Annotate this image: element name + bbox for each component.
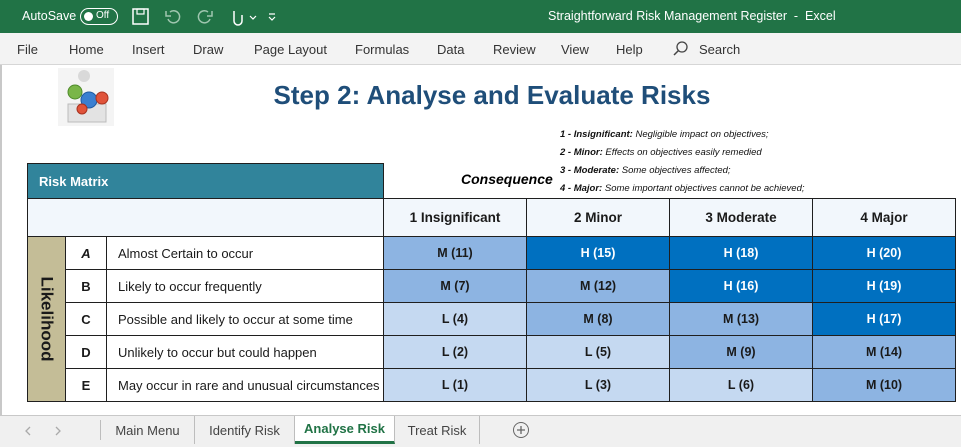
risk-rating-cell: M (7) bbox=[383, 269, 527, 303]
ribbon-menu: Search File Home Insert Draw Page Layout Form… bbox=[0, 33, 961, 65]
title-bar: AutoSave Off Straightforward Risk Manage… bbox=[0, 0, 961, 33]
row-letter: A bbox=[65, 236, 107, 270]
row-description: Almost Certain to occur bbox=[106, 236, 384, 270]
menu-item[interactable]: View bbox=[561, 42, 589, 57]
risk-rating-cell: M (12) bbox=[526, 269, 670, 303]
sheet-tab[interactable]: Main Menu bbox=[101, 416, 195, 444]
risk-rating-cell: H (15) bbox=[526, 236, 670, 270]
risk-rating-cell: L (5) bbox=[526, 335, 670, 369]
row-letter: B bbox=[65, 269, 107, 303]
legend-item: 2 - Minor: Effects on objectives easily … bbox=[560, 147, 805, 165]
menu-item[interactable]: Draw bbox=[193, 42, 224, 57]
legend-item: 3 - Moderate: Some objectives affected; bbox=[560, 165, 805, 183]
row-description: Likely to occur frequently bbox=[106, 269, 384, 303]
matrix-header: Risk Matrix bbox=[27, 163, 384, 199]
column-header: 2 Minor bbox=[526, 198, 670, 237]
sheet-tab[interactable]: Treat Risk bbox=[395, 416, 480, 444]
risk-rating-cell: L (4) bbox=[383, 302, 527, 336]
row-letter: E bbox=[65, 368, 107, 402]
sheet-tab[interactable]: Identify Risk bbox=[195, 416, 295, 444]
likelihood-cell: Likelihood bbox=[27, 236, 66, 402]
legend-term: 4 - Major: bbox=[560, 183, 603, 194]
row-letter: C bbox=[65, 302, 107, 336]
risk-rating-cell: H (17) bbox=[812, 302, 956, 336]
row-description: Possible and likely to occur at some tim… bbox=[106, 302, 384, 336]
tab-separator bbox=[100, 420, 101, 440]
legend-term: 1 - Insignificant: bbox=[560, 129, 633, 140]
risk-rating-cell: H (20) bbox=[812, 236, 956, 270]
legend-item: 4 - Major: Some important objectives can… bbox=[560, 183, 805, 201]
menu-item[interactable]: Home bbox=[69, 42, 104, 57]
search-icon bbox=[673, 41, 688, 56]
undo-icon[interactable] bbox=[165, 10, 181, 24]
dropdown-icons[interactable] bbox=[249, 13, 276, 21]
matrix-corner bbox=[27, 198, 384, 237]
logo bbox=[58, 68, 114, 126]
legend-item: 1 - Insignificant: Negligible impact on … bbox=[560, 129, 805, 147]
menu-item[interactable]: Page Layout bbox=[254, 42, 328, 57]
menu-item[interactable]: File bbox=[17, 42, 38, 57]
risk-rating-cell: M (10) bbox=[812, 368, 956, 402]
toggle-state: Off bbox=[96, 10, 110, 21]
risk-rating-cell: H (16) bbox=[669, 269, 813, 303]
legend: 1 - Insignificant: Negligible impact on … bbox=[560, 129, 805, 201]
window-title: Straightforward Risk Management Register… bbox=[548, 9, 836, 23]
sheet-tab[interactable]: Analyse Risk bbox=[295, 416, 395, 444]
risk-rating-cell: M (11) bbox=[383, 236, 527, 270]
touch-icon[interactable] bbox=[233, 11, 243, 26]
column-header: 1 Insignificant bbox=[383, 198, 527, 237]
legend-term: 3 - Moderate: bbox=[560, 165, 620, 176]
row-letter: D bbox=[65, 335, 107, 369]
menu-item[interactable]: Insert bbox=[132, 42, 165, 57]
risk-rating-cell: H (19) bbox=[812, 269, 956, 303]
legend-desc: Negligible impact on objectives; bbox=[635, 129, 769, 140]
new-sheet-button[interactable] bbox=[512, 421, 530, 439]
menu-item[interactable]: Formulas bbox=[355, 42, 410, 57]
risk-rating-cell: M (14) bbox=[812, 335, 956, 369]
menu-item[interactable]: Data bbox=[437, 42, 465, 57]
risk-rating-cell: L (2) bbox=[383, 335, 527, 369]
risk-rating-cell: H (18) bbox=[669, 236, 813, 270]
sheet-tab-bar: Main Menu Identify Risk Analyse Risk Treat … bbox=[0, 415, 961, 447]
menu-item[interactable]: Review bbox=[493, 42, 536, 57]
worksheet: Step 2: Analyse and Evaluate Risks 1 - I… bbox=[0, 65, 961, 415]
legend-desc: Some important objectives cannot be achi… bbox=[604, 183, 805, 194]
row-description: Unlikely to occur but could happen bbox=[106, 335, 384, 369]
risk-rating-cell: L (6) bbox=[669, 368, 813, 402]
quick-access-icons bbox=[132, 8, 276, 26]
row-description: May occur in rare and unusual circumstan… bbox=[106, 368, 384, 402]
save-icon[interactable] bbox=[132, 8, 149, 25]
tab-prev[interactable] bbox=[25, 426, 31, 436]
tab-next[interactable] bbox=[55, 426, 61, 436]
risk-rating-cell: M (8) bbox=[526, 302, 670, 336]
risk-rating-cell: L (3) bbox=[526, 368, 670, 402]
column-header: 3 Moderate bbox=[669, 198, 813, 237]
toggle-knob bbox=[84, 12, 93, 21]
tab-nav bbox=[25, 426, 61, 436]
risk-rating-cell: L (1) bbox=[383, 368, 527, 402]
autosave-toggle[interactable]: Off bbox=[80, 8, 118, 25]
search-box[interactable]: Search bbox=[699, 42, 741, 57]
column-header: 4 Major bbox=[812, 198, 956, 237]
sheet-title: Step 2: Analyse and Evaluate Risks bbox=[273, 80, 711, 110]
redo-icon[interactable] bbox=[197, 10, 213, 24]
risk-rating-cell: M (9) bbox=[669, 335, 813, 369]
legend-desc: Some objectives affected; bbox=[621, 165, 731, 176]
legend-desc: Effects on objectives easily remedied bbox=[605, 147, 762, 158]
risk-rating-cell: M (13) bbox=[669, 302, 813, 336]
likelihood-label: Likelihood bbox=[37, 276, 57, 362]
consequence-label: Consequence bbox=[461, 171, 553, 187]
save-icon-detail bbox=[136, 8, 145, 15]
menu-item[interactable]: Help bbox=[616, 42, 643, 57]
legend-term: 2 - Minor: bbox=[560, 147, 603, 158]
autosave-label: AutoSave bbox=[22, 9, 77, 23]
